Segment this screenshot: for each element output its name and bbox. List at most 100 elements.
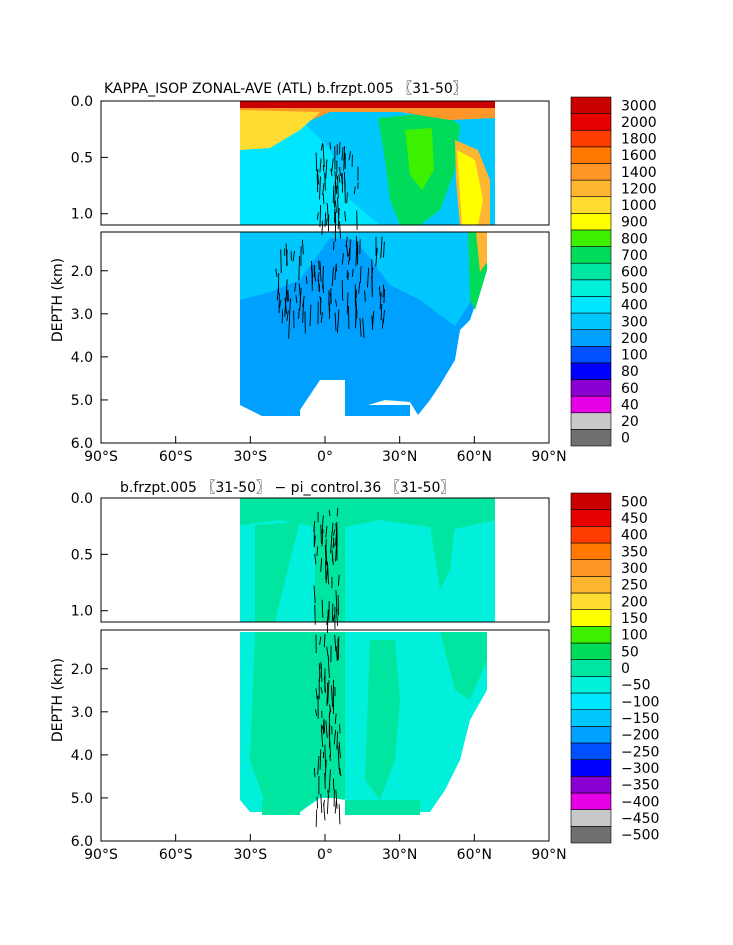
colorbar-swatch — [570, 542, 612, 560]
colorbar-label: −250 — [621, 744, 659, 760]
contour-streak — [313, 264, 316, 282]
contour-streak — [337, 574, 340, 587]
contour-streak — [335, 299, 338, 307]
contour-streak — [327, 789, 330, 798]
colorbar-label: 300 — [621, 314, 648, 330]
contour-streak — [316, 796, 319, 809]
colorbar-swatch — [570, 296, 612, 314]
contour-streak — [343, 152, 346, 171]
contour-streak — [331, 267, 335, 286]
colorbar-label: 1800 — [621, 132, 657, 148]
colorbar-swatch — [570, 96, 612, 114]
colorbar-swatch — [570, 329, 612, 347]
contour-streak — [338, 741, 341, 759]
y-tick-label: 6.0 — [71, 834, 93, 850]
contour-streak — [321, 220, 324, 235]
colorbar-swatch — [570, 642, 612, 660]
panel-1-y-axis-label: DEPTH (km) — [50, 258, 66, 342]
contour-streak — [302, 300, 305, 323]
colorbar-swatch — [570, 262, 612, 281]
contour-streak — [287, 289, 290, 302]
contour-streak — [305, 276, 308, 284]
colorbar-swatch — [570, 776, 612, 794]
contour-streak — [320, 793, 323, 813]
panel-2-y-axis-label: DEPTH (km) — [50, 658, 66, 742]
contour-streak — [337, 745, 340, 770]
panel-1-deep-steps — [262, 405, 410, 416]
contour-streak — [319, 205, 322, 228]
contour-streak — [325, 720, 328, 739]
contour-streak — [334, 800, 337, 814]
colorbar-swatch — [570, 759, 612, 777]
colorbar-label: 60 — [621, 381, 639, 397]
colorbar-label: 2000 — [621, 115, 657, 131]
contour-streak — [325, 566, 329, 584]
colorbar-swatch — [570, 509, 612, 527]
colorbar-label: −100 — [621, 694, 659, 710]
contour-streak — [313, 767, 316, 778]
colorbar-label: 1200 — [621, 181, 657, 197]
colorbar-swatch — [570, 113, 612, 131]
contour-streak — [319, 636, 322, 645]
x-tick-label: 30°N — [382, 847, 417, 863]
panel-1-upper-surface-red — [240, 101, 495, 108]
colorbar-swatch — [570, 576, 612, 594]
colorbar-swatch — [570, 742, 612, 760]
contour-streak — [323, 676, 326, 693]
contour-streak — [280, 249, 282, 274]
contour-streak — [326, 609, 329, 634]
colorbar-swatch — [570, 659, 612, 677]
colorbar-swatch — [570, 609, 612, 627]
contour-streak — [289, 298, 291, 317]
contour-streak — [340, 176, 344, 184]
contour-streak — [334, 170, 337, 187]
contour-streak — [288, 316, 291, 339]
colorbar-swatch — [570, 163, 612, 181]
colorbar-swatch — [570, 809, 612, 827]
contour-streak — [379, 292, 382, 310]
contour-streak — [375, 247, 378, 267]
contour-streak — [315, 809, 318, 828]
colorbar-label: 1600 — [621, 148, 657, 164]
contour-streak — [316, 212, 319, 220]
colorbar-label: 1000 — [621, 198, 657, 214]
colorbar-label: 200 — [621, 594, 648, 610]
contour-streak — [316, 546, 319, 556]
contour-streak — [320, 724, 324, 747]
x-tick-label: 0° — [317, 847, 333, 863]
contour-streak — [322, 183, 325, 195]
contour-streak — [339, 724, 341, 734]
contour-streak — [367, 267, 370, 288]
contour-streak — [279, 299, 282, 309]
contour-streak — [298, 256, 300, 281]
contour-streak — [371, 311, 375, 330]
contour-streak — [329, 738, 331, 757]
contour-streak — [324, 773, 326, 789]
contour-streak — [380, 236, 383, 259]
contour-streak — [322, 193, 325, 205]
x-tick-label: 60°N — [457, 847, 492, 863]
contour-streak — [318, 260, 320, 271]
contour-streak — [335, 538, 338, 562]
colorbar-label: 900 — [621, 215, 648, 231]
contour-streak — [371, 267, 374, 279]
contour-streak — [364, 290, 366, 302]
contour-streak — [346, 292, 349, 315]
colorbar-label: −150 — [621, 711, 659, 727]
colorbar-swatch — [570, 379, 612, 397]
contour-streak — [382, 310, 385, 323]
colorbar-label: 1400 — [621, 165, 657, 181]
colorbar-swatch — [570, 526, 612, 544]
contour-streak — [329, 292, 332, 303]
contour-streak — [313, 585, 316, 604]
contour-streak — [301, 239, 304, 255]
contour-streak — [323, 634, 326, 648]
colorbar-swatch — [570, 129, 612, 148]
colorbar-label: −450 — [621, 811, 659, 827]
x-tick-label: 30°S — [233, 847, 267, 863]
colorbar-label: 350 — [621, 544, 648, 560]
contour-streak — [328, 769, 331, 793]
colorbar-swatch — [570, 246, 612, 264]
contour-streak — [328, 509, 331, 517]
contour-streak — [321, 529, 324, 547]
